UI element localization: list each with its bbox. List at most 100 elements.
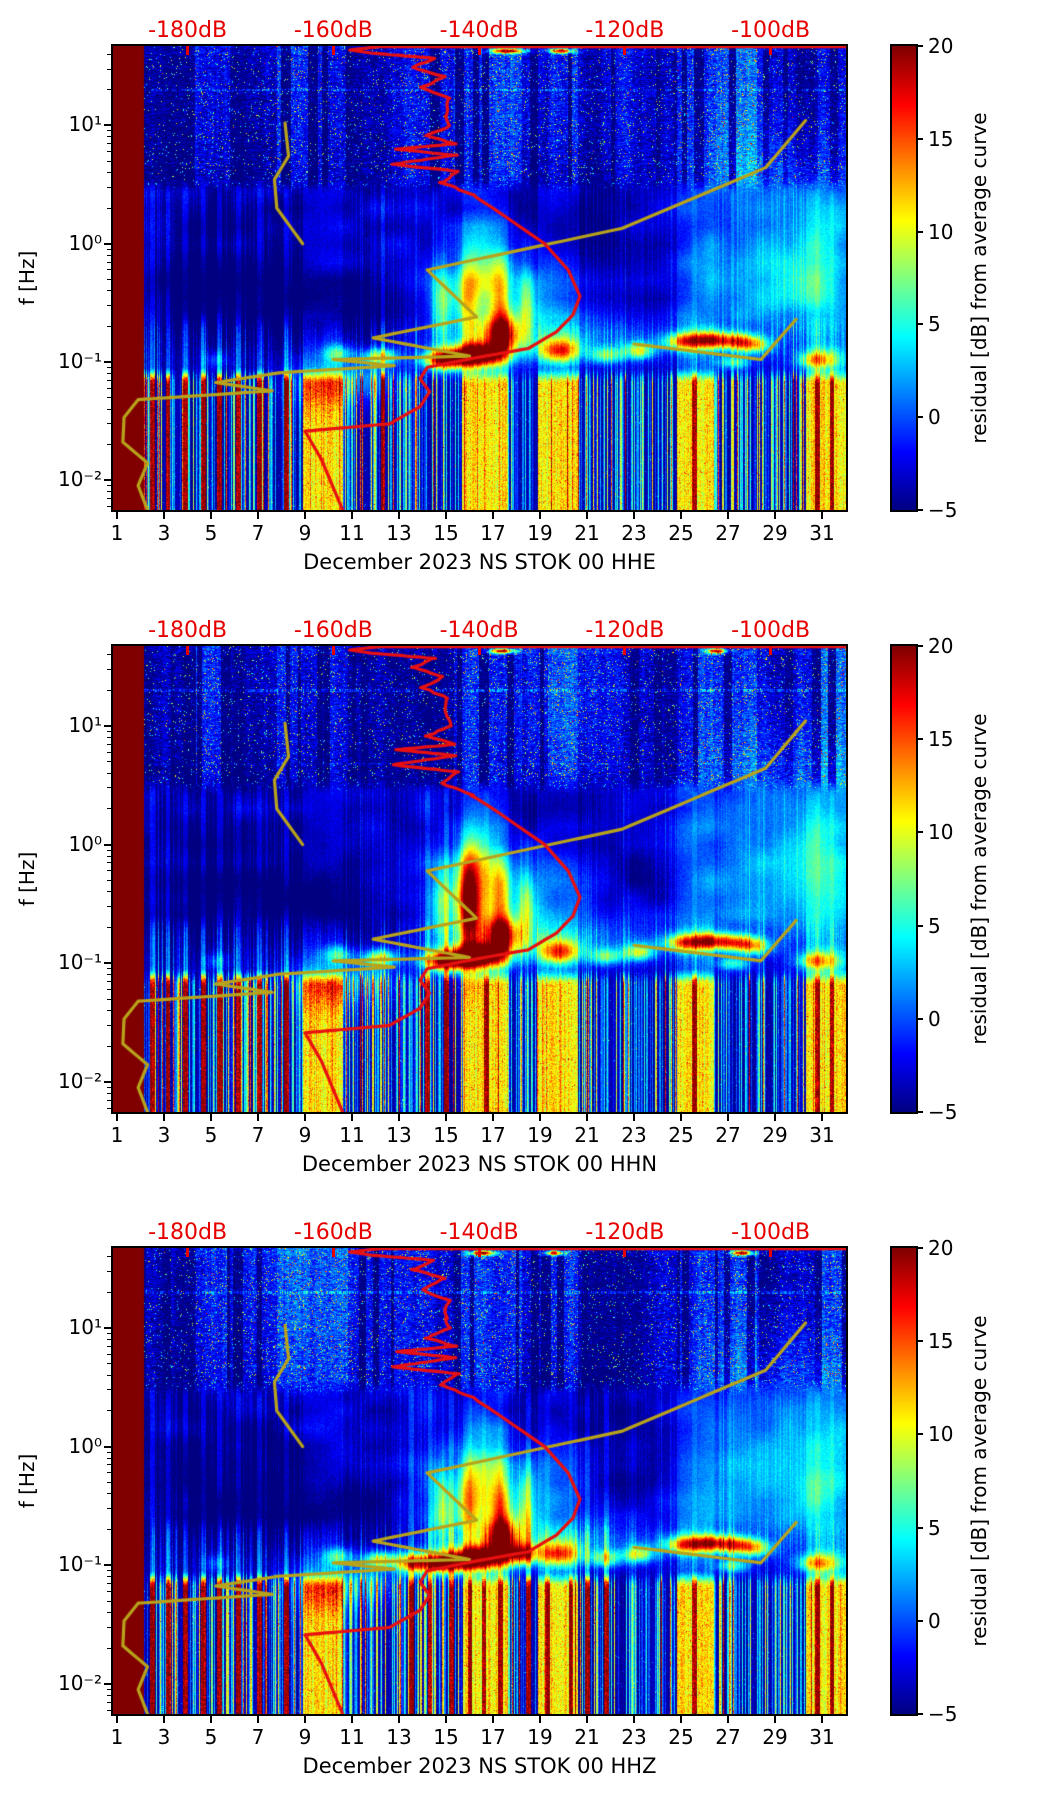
y-minor-tick xyxy=(107,1576,111,1578)
x-tick-label: 19 xyxy=(527,1123,553,1147)
x-tick-label: 25 xyxy=(668,521,694,545)
top-axis-tick xyxy=(477,1248,481,1257)
x-tick xyxy=(727,512,730,519)
x-tick xyxy=(351,1114,353,1121)
y-tick xyxy=(104,360,111,363)
x-tick-label: 29 xyxy=(762,1123,788,1147)
x-tick-label: 13 xyxy=(386,1123,412,1147)
top-axis-tick xyxy=(623,46,627,55)
subplot-title-hhn: December 2023 NS STOK 00 HHN xyxy=(301,1152,658,1176)
colorbar-tick xyxy=(916,416,923,419)
top-axis-label: -180dB xyxy=(148,1220,228,1245)
y-minor-tick xyxy=(107,653,111,655)
y-minor-tick xyxy=(107,730,111,732)
colorbar-label: residual [dB] from average curve xyxy=(967,112,991,444)
top-axis-label: -140dB xyxy=(439,1220,519,1245)
x-tick-label: 23 xyxy=(621,1725,647,1749)
y-minor-tick xyxy=(107,1024,111,1026)
x-tick xyxy=(304,1716,306,1723)
x-tick-label: 11 xyxy=(339,1725,365,1749)
y-minor-tick xyxy=(107,408,111,410)
top-axis-label: -140dB xyxy=(439,618,519,643)
x-tick-label: 21 xyxy=(574,1725,600,1749)
top-axis-label: -100dB xyxy=(731,18,811,43)
y-minor-tick xyxy=(107,862,111,864)
x-tick xyxy=(774,1716,777,1723)
top-axis-tick xyxy=(477,46,481,55)
x-tick-label: 1 xyxy=(110,1123,124,1147)
y-minor-tick xyxy=(107,1529,111,1531)
x-tick xyxy=(445,1716,447,1723)
y-tick xyxy=(104,479,111,482)
y-minor-tick xyxy=(107,172,111,174)
x-tick xyxy=(257,1716,259,1723)
y-minor-tick xyxy=(107,1338,111,1340)
plot-area-hhe xyxy=(111,44,848,512)
y-minor-tick xyxy=(107,387,111,389)
colorbar-tick-label: 20 xyxy=(928,634,954,658)
colorbar-tick xyxy=(916,1247,923,1249)
x-tick xyxy=(398,1114,400,1121)
plot-area-hhz xyxy=(111,1246,848,1716)
y-minor-tick xyxy=(107,1363,111,1365)
x-tick xyxy=(209,512,212,519)
colorbar-tick-label: 10 xyxy=(928,820,954,845)
y-minor-tick xyxy=(107,1374,111,1376)
y-axis-label: f [Hz] xyxy=(15,851,39,907)
x-tick-label: 21 xyxy=(574,1123,600,1147)
colorbar-tick-label: 0 xyxy=(928,405,941,430)
y-minor-tick xyxy=(107,855,111,857)
y-minor-tick xyxy=(107,207,111,209)
x-tick-label: 3 xyxy=(157,1725,171,1749)
x-tick xyxy=(162,1716,165,1723)
y-minor-tick xyxy=(107,968,111,970)
x-tick xyxy=(586,1716,589,1723)
x-tick xyxy=(445,1114,447,1121)
x-tick-label: 11 xyxy=(339,521,365,545)
x-tick-label: 29 xyxy=(762,1725,788,1749)
top-axis-label: -140dB xyxy=(439,18,519,43)
y-minor-tick xyxy=(107,136,111,138)
colorbar-tick-label: 15 xyxy=(928,126,954,151)
colorbar-tick-label: 5 xyxy=(928,312,941,337)
y-minor-tick xyxy=(107,269,111,271)
top-axis-tick xyxy=(769,1248,773,1257)
y-minor-tick xyxy=(107,379,111,381)
x-tick-label: 27 xyxy=(715,1123,741,1147)
y-minor-tick xyxy=(107,998,111,1000)
colorbar-tick xyxy=(916,738,923,741)
y-minor-tick xyxy=(107,1410,111,1412)
x-tick-label: 31 xyxy=(809,1725,835,1749)
x-tick-label: 31 xyxy=(809,1123,835,1147)
y-minor-tick xyxy=(107,53,111,55)
y-minor-tick xyxy=(107,1010,111,1012)
x-tick-label: 9 xyxy=(298,1123,312,1147)
colorbar-gradient xyxy=(892,646,916,1112)
x-tick-label: 13 xyxy=(386,1725,412,1749)
top-axis-label: -120dB xyxy=(585,18,665,43)
colorbar-tick xyxy=(916,645,923,647)
top-axis-label: -120dB xyxy=(585,1220,665,1245)
top-axis-tick xyxy=(331,1248,335,1257)
y-minor-tick xyxy=(107,1345,111,1347)
x-tick-label: 3 xyxy=(157,521,171,545)
y-tick-label: 10⁻¹ xyxy=(57,348,102,373)
x-tick xyxy=(398,512,400,519)
y-minor-tick xyxy=(107,151,111,153)
y-tick xyxy=(104,1081,111,1084)
y-axis-label: f [Hz] xyxy=(15,1453,39,1509)
colorbar-tick-label: 10 xyxy=(928,219,954,244)
x-tick-label: 5 xyxy=(204,521,218,545)
x-tick xyxy=(539,512,541,519)
x-tick-label: 1 xyxy=(110,1725,124,1749)
x-tick-label: 5 xyxy=(204,1725,218,1749)
x-tick-label: 7 xyxy=(251,521,265,545)
colorbar-label: residual [dB] from average curve xyxy=(967,1315,991,1647)
y-minor-tick xyxy=(107,974,111,976)
y-minor-tick xyxy=(107,849,111,851)
y-minor-tick xyxy=(107,1647,111,1649)
colorbar-tick xyxy=(916,1619,923,1622)
top-axis-label: -160dB xyxy=(293,1220,373,1245)
y-minor-tick xyxy=(107,143,111,145)
x-tick xyxy=(115,512,118,519)
